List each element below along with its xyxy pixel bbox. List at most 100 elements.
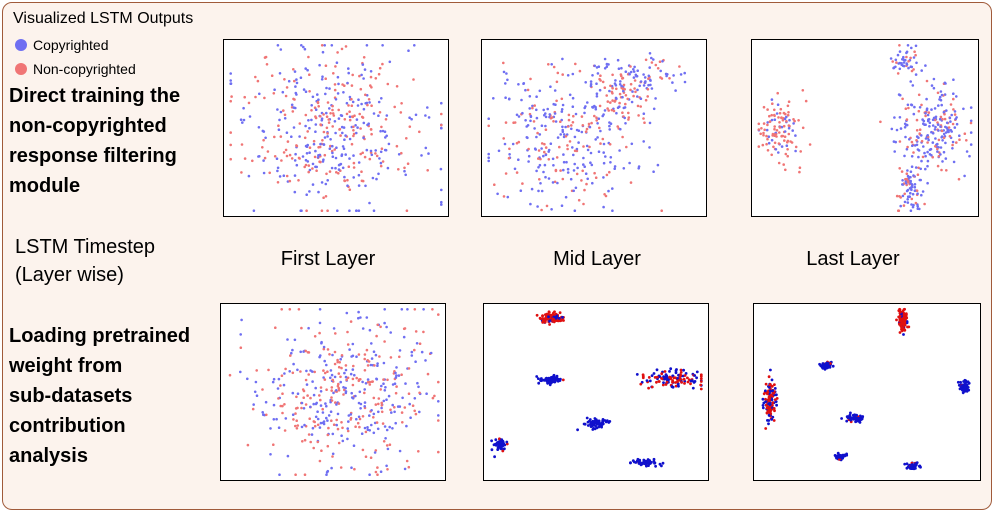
point-noncopyrighted <box>965 139 968 142</box>
point-copyrighted <box>897 62 900 65</box>
point-copyrighted <box>902 333 905 336</box>
point-copyrighted <box>593 419 597 423</box>
point-noncopyrighted <box>912 151 915 154</box>
point-copyrighted <box>624 122 627 125</box>
point-copyrighted <box>770 98 774 101</box>
point-copyrighted <box>600 424 603 428</box>
point-noncopyrighted <box>578 69 582 73</box>
point-noncopyrighted <box>897 209 901 212</box>
point-noncopyrighted <box>547 63 550 66</box>
point-copyrighted <box>287 79 291 83</box>
point-copyrighted <box>301 155 305 158</box>
point-copyrighted <box>552 373 556 377</box>
point-noncopyrighted <box>308 146 312 149</box>
figure-title: Visualized LSTM Outputs <box>13 10 194 27</box>
point-copyrighted <box>639 80 643 83</box>
point-noncopyrighted <box>336 427 340 431</box>
point-copyrighted <box>584 172 588 175</box>
point-noncopyrighted <box>621 76 625 80</box>
point-noncopyrighted <box>587 122 591 126</box>
point-copyrighted <box>341 131 344 135</box>
point-copyrighted <box>542 170 545 174</box>
point-noncopyrighted <box>395 144 399 148</box>
point-copyrighted <box>350 466 353 469</box>
point-copyrighted <box>324 402 327 405</box>
point-copyrighted <box>290 351 293 355</box>
point-copyrighted <box>794 134 797 137</box>
point-copyrighted <box>366 123 369 127</box>
point-noncopyrighted <box>891 60 894 63</box>
point-noncopyrighted <box>699 377 703 380</box>
point-noncopyrighted <box>798 166 802 169</box>
point-copyrighted <box>292 106 295 109</box>
point-copyrighted <box>904 179 908 183</box>
point-noncopyrighted <box>376 323 379 327</box>
point-noncopyrighted <box>284 94 288 98</box>
point-copyrighted <box>319 404 323 407</box>
point-copyrighted <box>648 121 652 125</box>
point-copyrighted <box>940 93 944 97</box>
point-copyrighted <box>321 411 325 414</box>
point-copyrighted <box>676 377 680 380</box>
point-copyrighted <box>353 373 356 377</box>
point-noncopyrighted <box>624 94 628 97</box>
point-copyrighted <box>913 183 917 186</box>
point-noncopyrighted <box>426 372 430 376</box>
point-noncopyrighted <box>912 68 915 71</box>
point-copyrighted <box>900 63 903 66</box>
point-copyrighted <box>652 107 656 111</box>
point-copyrighted <box>341 145 345 148</box>
point-copyrighted <box>630 142 634 146</box>
row-label-bottom-line: analysis <box>9 445 88 467</box>
point-copyrighted <box>953 126 957 129</box>
point-noncopyrighted <box>904 315 908 319</box>
point-copyrighted <box>329 369 333 372</box>
point-copyrighted <box>311 426 315 430</box>
point-copyrighted <box>400 308 404 311</box>
point-noncopyrighted <box>361 415 365 418</box>
point-copyrighted <box>398 449 402 453</box>
point-copyrighted <box>375 177 378 181</box>
point-noncopyrighted <box>281 392 284 395</box>
column-label-mid: Mid Layer <box>553 248 641 270</box>
point-copyrighted <box>385 114 389 117</box>
point-noncopyrighted <box>344 45 348 48</box>
point-copyrighted <box>934 115 938 119</box>
point-copyrighted <box>324 182 328 186</box>
point-copyrighted <box>278 72 282 75</box>
point-copyrighted <box>679 73 683 76</box>
point-copyrighted <box>602 205 605 209</box>
point-noncopyrighted <box>502 195 506 198</box>
point-copyrighted <box>909 209 913 212</box>
point-copyrighted <box>336 92 340 95</box>
point-noncopyrighted <box>683 382 686 385</box>
point-noncopyrighted <box>320 44 324 47</box>
point-copyrighted <box>692 381 696 384</box>
point-copyrighted <box>968 154 971 158</box>
point-noncopyrighted <box>279 384 282 387</box>
point-noncopyrighted <box>388 443 392 446</box>
point-copyrighted <box>417 385 420 389</box>
point-noncopyrighted <box>358 425 361 429</box>
point-copyrighted <box>693 374 697 377</box>
point-copyrighted <box>930 154 933 157</box>
point-noncopyrighted <box>380 147 384 150</box>
point-copyrighted <box>295 163 299 167</box>
point-copyrighted <box>415 342 419 345</box>
point-copyrighted <box>905 182 908 185</box>
point-copyrighted <box>845 419 849 423</box>
point-copyrighted <box>677 373 680 377</box>
point-copyrighted <box>923 151 926 155</box>
point-copyrighted <box>386 166 390 170</box>
point-copyrighted <box>344 134 347 137</box>
point-copyrighted <box>622 106 626 110</box>
point-copyrighted <box>330 373 334 377</box>
point-copyrighted <box>521 111 524 115</box>
point-copyrighted <box>905 62 908 65</box>
point-copyrighted <box>545 377 549 380</box>
point-copyrighted <box>315 165 318 169</box>
point-copyrighted <box>591 106 595 109</box>
point-copyrighted <box>582 156 585 160</box>
point-copyrighted <box>299 76 303 79</box>
point-noncopyrighted <box>550 116 554 119</box>
